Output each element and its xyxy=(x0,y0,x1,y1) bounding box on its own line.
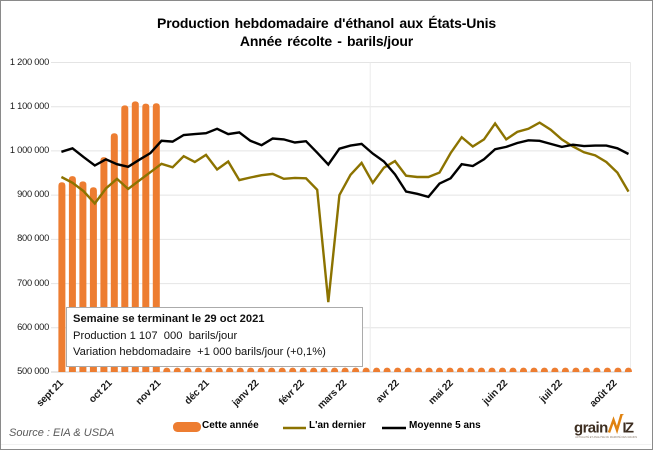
svg-text:grain: grain xyxy=(574,420,608,437)
svg-text:ACTUALITÉ ET ANALYSE DU MARCHÉ: ACTUALITÉ ET ANALYSE DU MARCHÉ DES GRAIN… xyxy=(575,436,637,439)
svg-text:IZ: IZ xyxy=(623,421,635,437)
